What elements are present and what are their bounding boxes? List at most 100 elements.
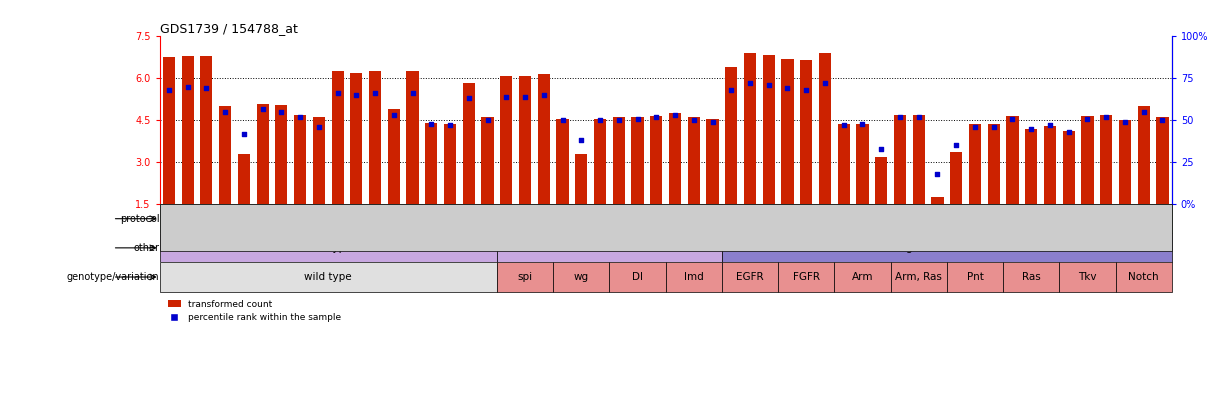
Point [871,145,891,152]
Bar [350,73,362,204]
Point [815,80,834,87]
Point [328,90,347,97]
Bar [650,116,663,204]
Bar [1006,116,1018,204]
Point [609,117,628,124]
Point [196,85,216,92]
Text: GFP negative: GFP negative [210,214,279,224]
Bar [256,104,269,204]
Bar [669,113,681,204]
Bar [721,262,778,292]
Bar [238,154,250,204]
Legend: transformed count, percentile rank within the sample: transformed count, percentile rank withi… [164,296,345,326]
Bar [610,262,665,292]
Bar [988,124,1000,204]
Point [422,120,442,127]
Text: other: other [134,243,160,253]
Point [683,117,703,124]
Bar [426,123,437,204]
Bar [160,233,497,262]
Point [234,130,254,137]
Bar [782,59,794,204]
Bar [575,154,588,204]
Point [590,117,610,124]
Bar [969,124,982,204]
Bar [838,124,850,204]
Text: Pnt: Pnt [967,272,983,282]
Bar [744,53,756,204]
Point [834,122,854,128]
Bar [331,71,344,204]
Point [440,122,460,128]
Bar [1059,262,1115,292]
Bar [894,115,906,204]
Bar [1156,117,1168,204]
Text: wild type: wild type [304,243,352,253]
Point [721,87,741,93]
Bar [721,233,1172,262]
Point [1115,119,1135,125]
Text: protocol: protocol [120,214,160,224]
Point [271,109,291,115]
Bar [275,105,287,204]
Bar [497,233,721,262]
Bar [1119,120,1131,204]
Bar [369,71,382,204]
Bar [481,117,493,204]
Point [1059,129,1079,135]
Bar [182,56,194,204]
Point [853,120,872,127]
Bar [1137,107,1150,204]
Bar [913,115,925,204]
Point [346,92,366,98]
Bar [725,67,737,204]
Point [291,114,310,120]
Point [628,115,648,122]
Bar [800,60,812,204]
Bar [1101,115,1112,204]
Bar [1115,262,1172,292]
Bar [557,119,568,204]
Point [665,112,685,119]
Point [928,171,947,177]
Point [1040,122,1060,128]
Point [909,114,929,120]
Bar [519,76,531,204]
Point [703,119,723,125]
Bar [328,204,1172,233]
Point [760,82,779,88]
Bar [687,117,699,204]
Bar [612,117,625,204]
Point [1097,114,1117,120]
Point [477,117,497,124]
Bar [497,262,553,292]
Bar [1081,116,1093,204]
Bar [160,262,497,292]
Point [366,90,385,97]
Text: Tkv: Tkv [1079,272,1097,282]
Bar [444,124,456,204]
Bar [707,119,719,204]
Bar [763,55,774,204]
Point [309,124,329,130]
Text: Arm, Ras: Arm, Ras [896,272,942,282]
Bar [891,262,947,292]
Point [946,142,966,149]
Bar [950,152,962,204]
Bar [778,262,834,292]
Point [1134,109,1153,115]
Bar [1044,126,1056,204]
Bar [200,56,212,204]
Text: Dl: Dl [632,272,643,282]
Point [1152,117,1172,124]
Bar [160,204,328,233]
Bar [1025,129,1037,204]
Point [647,114,666,120]
Point [534,92,553,98]
Bar [220,107,231,204]
Bar [1002,262,1059,292]
Point [515,94,535,100]
Point [384,112,404,119]
Text: Arm: Arm [852,272,874,282]
Point [160,87,179,93]
